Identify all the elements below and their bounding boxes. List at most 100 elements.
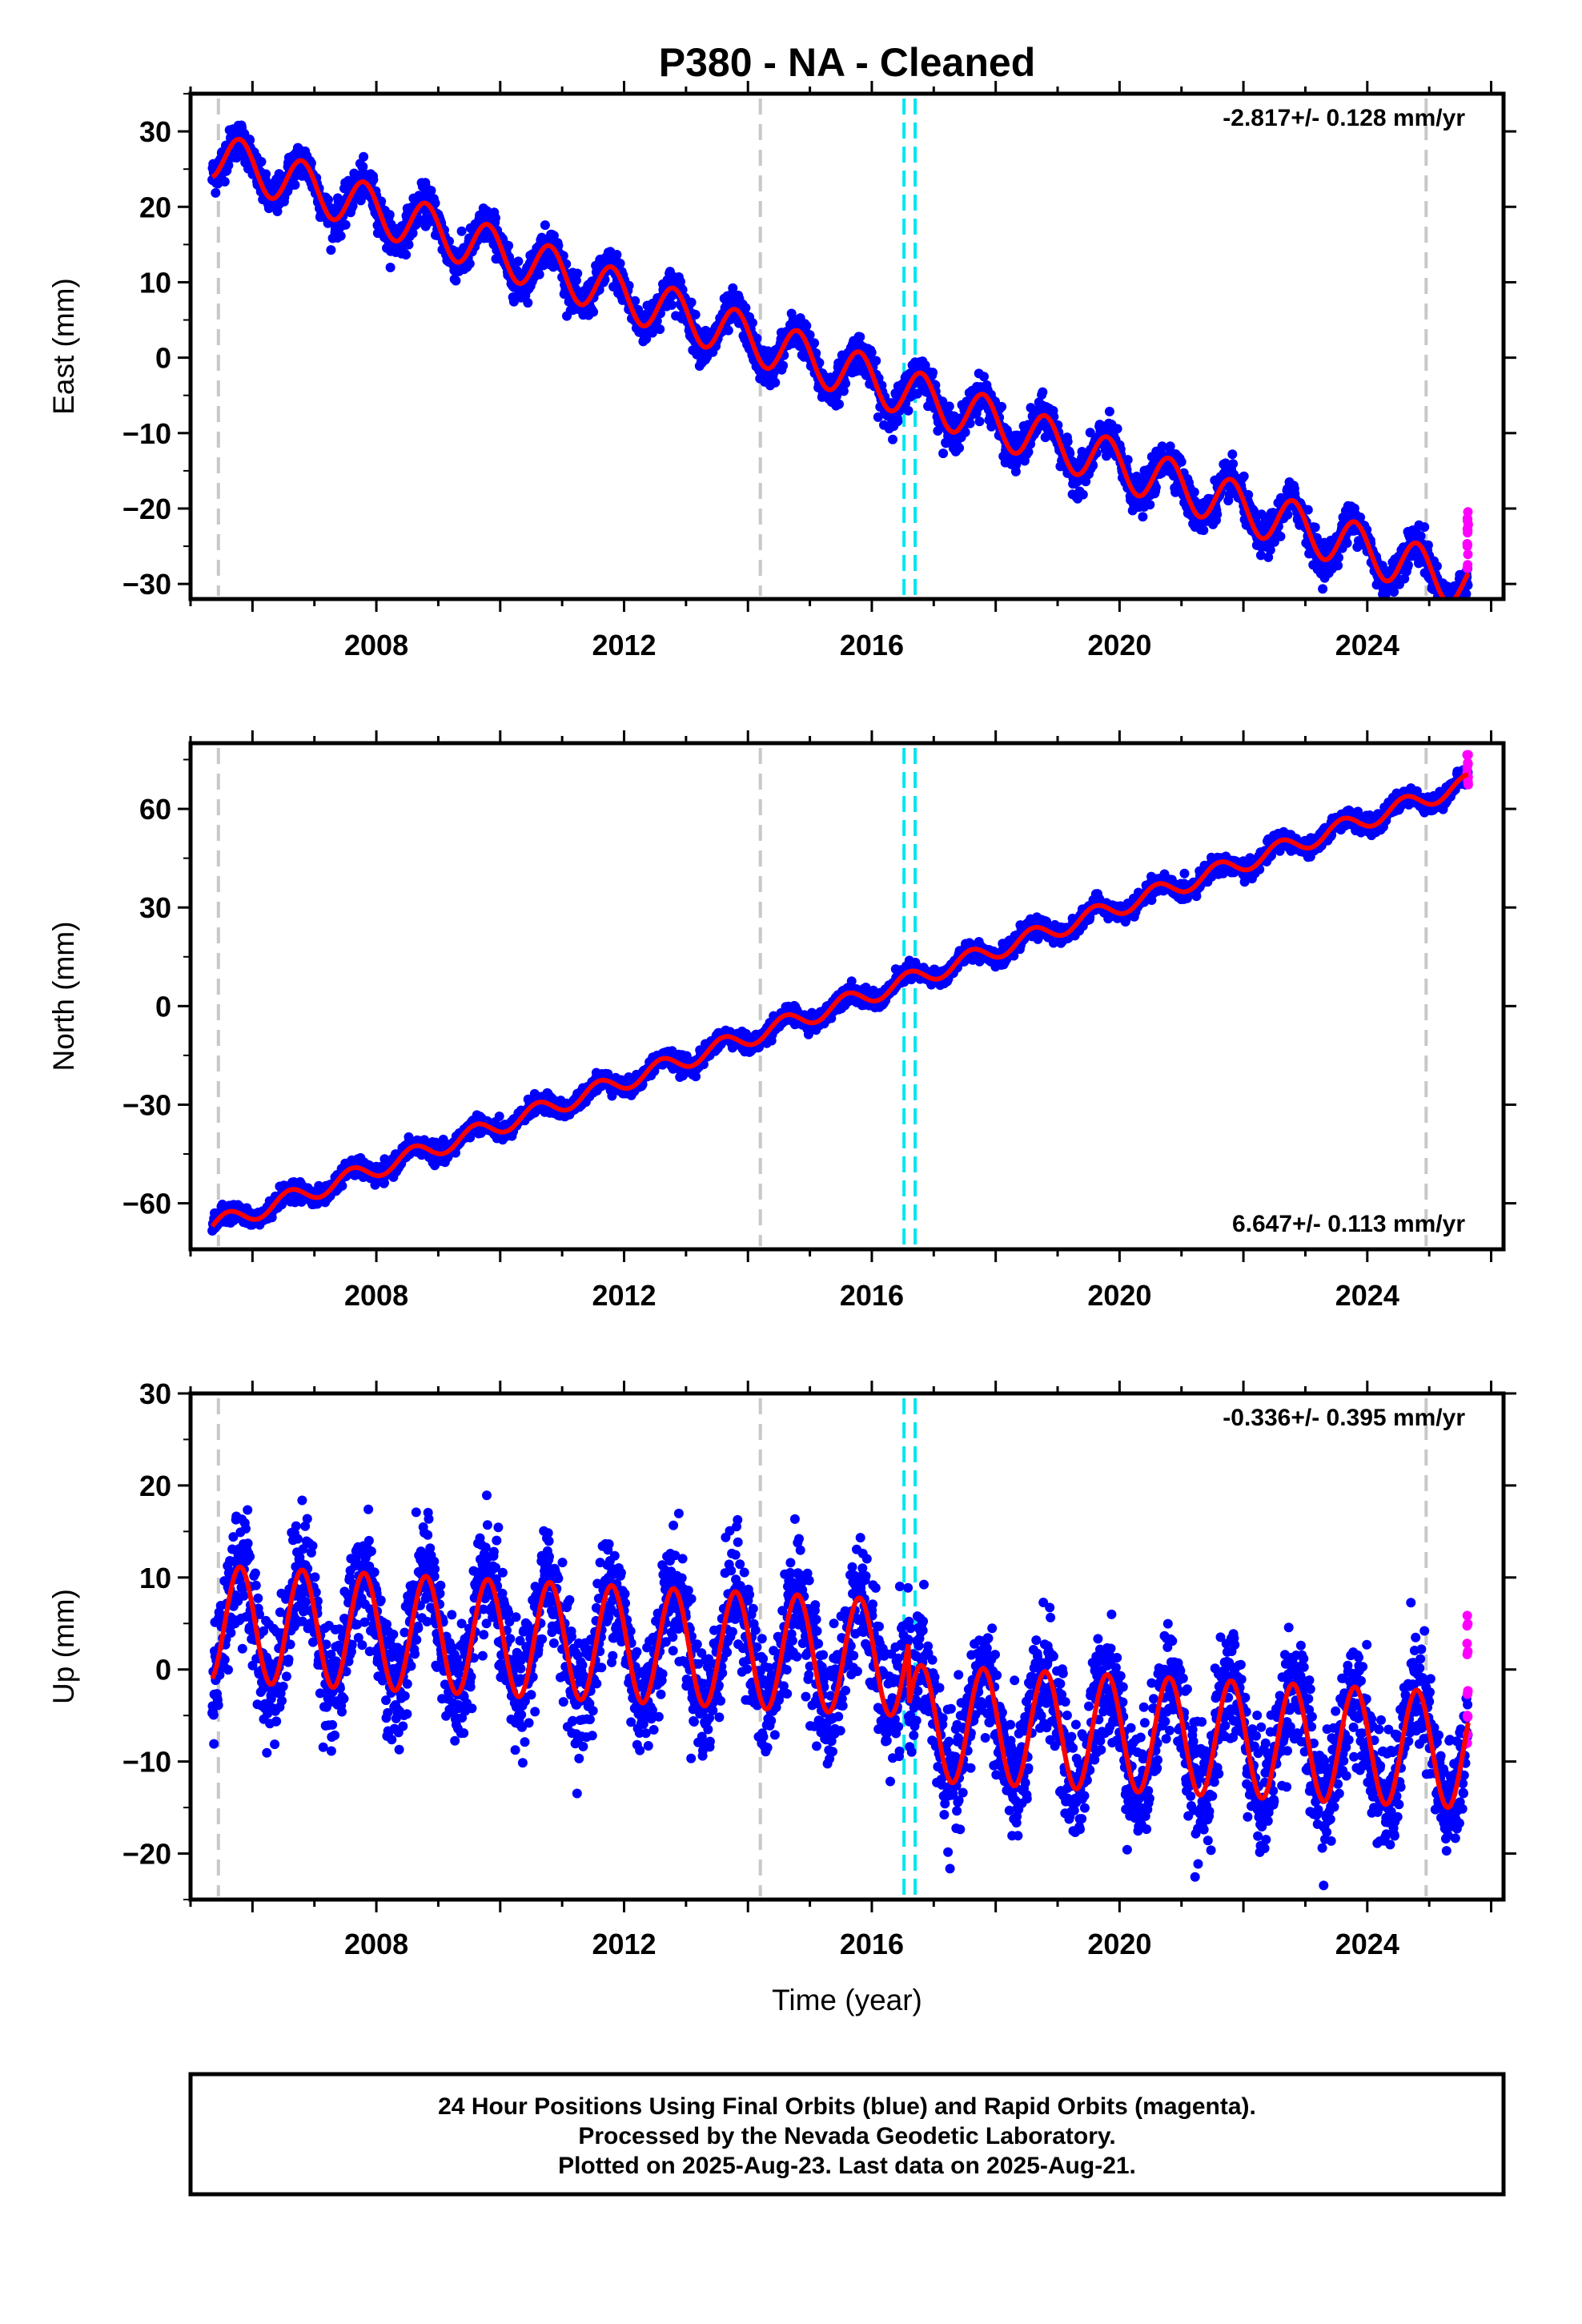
final-orbit-point bbox=[747, 318, 757, 328]
final-orbit-points bbox=[207, 120, 1473, 621]
final-orbit-point bbox=[1310, 522, 1320, 533]
rapid-orbit-points bbox=[1462, 507, 1473, 573]
final-orbit-point bbox=[261, 169, 271, 179]
final-orbit-point bbox=[1439, 609, 1448, 618]
final-orbit-point bbox=[752, 333, 762, 344]
final-orbit-point bbox=[888, 434, 897, 444]
final-orbit-point bbox=[1104, 406, 1114, 416]
final-orbit-point bbox=[1062, 436, 1073, 447]
final-orbit-point bbox=[290, 179, 300, 190]
final-orbit-point bbox=[1432, 610, 1442, 620]
final-orbit-point bbox=[873, 412, 883, 422]
final-orbit-point bbox=[801, 320, 812, 331]
final-orbit-point bbox=[855, 332, 865, 342]
final-orbit-point bbox=[245, 135, 255, 146]
final-orbit-point bbox=[1435, 601, 1444, 610]
final-orbit-point bbox=[1443, 611, 1453, 621]
rapid-orbit-point bbox=[1463, 549, 1473, 560]
final-orbit-point bbox=[805, 330, 815, 340]
final-orbit-point bbox=[1342, 538, 1352, 549]
final-orbit-point bbox=[408, 228, 418, 239]
final-orbit-point bbox=[572, 268, 583, 279]
final-orbit-point bbox=[513, 256, 524, 267]
final-orbit-point bbox=[1415, 531, 1426, 541]
x-tick-label: 2024 bbox=[1335, 629, 1399, 661]
final-orbit-point bbox=[1441, 601, 1451, 610]
final-orbit-point bbox=[1112, 424, 1122, 434]
final-orbit-point bbox=[335, 231, 346, 241]
final-orbit-point bbox=[494, 1112, 504, 1121]
final-orbit-point bbox=[385, 263, 396, 272]
final-orbit-point bbox=[741, 303, 751, 313]
final-orbit-point bbox=[1138, 512, 1148, 522]
x-tick-label: 2016 bbox=[840, 629, 904, 661]
final-orbit-point bbox=[1010, 466, 1021, 476]
final-orbit-point bbox=[954, 443, 965, 453]
final-orbit-point bbox=[1403, 560, 1413, 570]
y-axis-label: East (mm) bbox=[47, 278, 80, 415]
final-orbit-point bbox=[1419, 522, 1430, 533]
final-orbit-point bbox=[1451, 606, 1460, 616]
final-orbit-point bbox=[1334, 553, 1343, 563]
final-orbit-point bbox=[1435, 601, 1444, 610]
final-orbit-point bbox=[1445, 602, 1455, 612]
y-tick-label: 10 bbox=[139, 266, 171, 299]
final-orbit-point bbox=[1189, 487, 1199, 497]
final-orbit-point bbox=[588, 307, 599, 317]
final-orbit-point bbox=[686, 297, 697, 308]
rapid-orbit-point bbox=[1462, 541, 1472, 551]
final-orbit-point bbox=[430, 198, 440, 208]
final-orbit-point bbox=[1275, 531, 1286, 541]
final-orbit-point bbox=[630, 296, 640, 306]
final-orbit-point bbox=[838, 386, 849, 396]
final-orbit-point bbox=[1228, 459, 1239, 469]
final-orbit-point bbox=[456, 226, 467, 236]
final-orbit-point bbox=[1451, 608, 1460, 617]
final-orbit-point bbox=[655, 324, 665, 335]
final-orbit-point bbox=[903, 405, 913, 416]
final-orbit-point bbox=[323, 195, 333, 205]
y-tick-label: 20 bbox=[139, 191, 171, 223]
final-orbit-point bbox=[508, 296, 519, 307]
final-orbit-point bbox=[548, 231, 559, 241]
final-orbit-point bbox=[960, 427, 970, 437]
final-orbit-point bbox=[340, 219, 351, 230]
final-orbit-point bbox=[401, 250, 412, 260]
final-orbit-point bbox=[1227, 449, 1238, 460]
final-orbit-point bbox=[893, 416, 903, 427]
rapid-orbit-point bbox=[1463, 560, 1473, 570]
final-orbit-point bbox=[451, 275, 461, 286]
final-orbit-point bbox=[326, 245, 336, 255]
final-orbit-point bbox=[491, 213, 500, 223]
final-orbit-point bbox=[404, 239, 414, 250]
final-orbit-point bbox=[1023, 447, 1034, 457]
final-orbit-point bbox=[1447, 601, 1457, 611]
final-orbit-point bbox=[1239, 471, 1249, 481]
final-orbit-point bbox=[615, 259, 625, 268]
final-orbit-point bbox=[523, 298, 533, 308]
y-tick-label: −30 bbox=[122, 568, 171, 601]
final-orbit-point bbox=[690, 309, 701, 320]
final-orbit-point bbox=[928, 368, 938, 378]
final-orbit-point bbox=[368, 175, 379, 185]
final-orbit-point bbox=[979, 372, 989, 382]
final-orbit-point bbox=[464, 259, 475, 269]
y-tick-label: 0 bbox=[155, 342, 171, 375]
final-orbit-point bbox=[612, 250, 622, 259]
final-orbit-point bbox=[384, 210, 395, 220]
final-orbit-point bbox=[1449, 603, 1459, 613]
final-orbit-point bbox=[1318, 584, 1328, 594]
final-orbit-point bbox=[256, 157, 267, 167]
final-orbit-point bbox=[1303, 505, 1313, 515]
final-orbit-point bbox=[871, 356, 881, 366]
x-tick-label: 2008 bbox=[344, 629, 408, 661]
rapid-orbit-point bbox=[1462, 513, 1472, 524]
final-orbit-point bbox=[938, 448, 949, 459]
final-orbit-point bbox=[1446, 603, 1456, 613]
x-tick-label: 2012 bbox=[592, 629, 656, 661]
final-orbit-point bbox=[359, 151, 369, 162]
final-orbit-point bbox=[641, 334, 652, 344]
final-orbit-point bbox=[965, 418, 975, 428]
